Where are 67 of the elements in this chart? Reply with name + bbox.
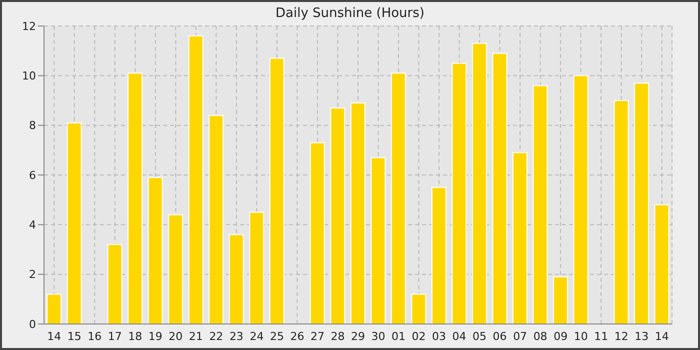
bar — [634, 82, 650, 324]
bar — [552, 276, 568, 324]
bar — [107, 244, 122, 324]
bar — [452, 62, 467, 324]
x-tick-label: 27 — [310, 330, 324, 343]
y-tick-label: 2 — [29, 268, 36, 282]
x-tick-label: 22 — [209, 330, 224, 343]
bar — [310, 142, 325, 324]
bar — [492, 52, 508, 324]
bar — [249, 212, 264, 324]
bar — [512, 152, 528, 324]
bar — [330, 107, 346, 324]
bar — [148, 176, 163, 324]
x-tick-label: 06 — [492, 330, 507, 343]
x-tick-label: 01 — [392, 330, 406, 343]
bar — [350, 102, 366, 324]
x-tick-label: 04 — [452, 330, 466, 343]
x-tick-label: 18 — [128, 330, 142, 343]
chart-title: Daily Sunshine (Hours) — [274, 6, 426, 21]
y-tick-label: 10 — [22, 70, 36, 83]
x-tick-label: 14 — [654, 330, 669, 343]
x-tick-label: 12 — [614, 330, 628, 343]
bar — [431, 186, 446, 324]
x-tick-label: 28 — [330, 330, 345, 343]
bar — [573, 75, 588, 324]
x-tick-label: 19 — [148, 330, 162, 343]
x-tick-label: 17 — [108, 330, 122, 343]
bar — [654, 204, 670, 324]
y-tick-label: 6 — [29, 168, 36, 182]
x-tick-label: 05 — [472, 330, 487, 343]
x-tick-label: 23 — [229, 330, 244, 343]
x-tick-label: 20 — [168, 330, 183, 343]
x-tick-label: 24 — [250, 330, 264, 343]
x-tick-label: 02 — [412, 330, 426, 343]
bar — [532, 85, 548, 324]
x-tick-label: 03 — [432, 330, 446, 343]
bar — [128, 72, 143, 324]
bar — [228, 234, 244, 324]
x-tick-label: 13 — [634, 330, 649, 343]
x-tick-label: 30 — [371, 330, 386, 343]
x-tick-label: 11 — [594, 330, 608, 343]
y-tick-label: 0 — [29, 318, 36, 331]
x-tick-label: 26 — [290, 330, 304, 343]
bar — [66, 122, 82, 324]
bar — [370, 157, 386, 324]
x-tick-label: 25 — [270, 330, 284, 343]
bar — [390, 72, 406, 324]
bar — [168, 214, 184, 324]
x-tick-label: 10 — [574, 330, 588, 343]
bar — [269, 58, 284, 324]
x-tick-label: 21 — [188, 330, 203, 343]
x-tick-label: 08 — [533, 330, 548, 343]
bar — [46, 294, 62, 324]
x-tick-label: 16 — [88, 330, 102, 343]
y-tick-label: 8 — [29, 119, 36, 132]
x-tick-label: 07 — [513, 330, 528, 343]
x-tick-label: 09 — [554, 330, 568, 343]
y-tick-label: 12 — [22, 20, 36, 33]
bar — [208, 114, 224, 324]
x-tick-label: 29 — [351, 330, 365, 343]
bar — [411, 294, 426, 324]
bar — [472, 42, 487, 324]
bar — [614, 100, 629, 324]
bar — [188, 35, 204, 324]
y-tick-label: 4 — [29, 218, 36, 232]
x-tick-label: 14 — [47, 330, 62, 343]
x-tick-label: 15 — [67, 330, 82, 343]
